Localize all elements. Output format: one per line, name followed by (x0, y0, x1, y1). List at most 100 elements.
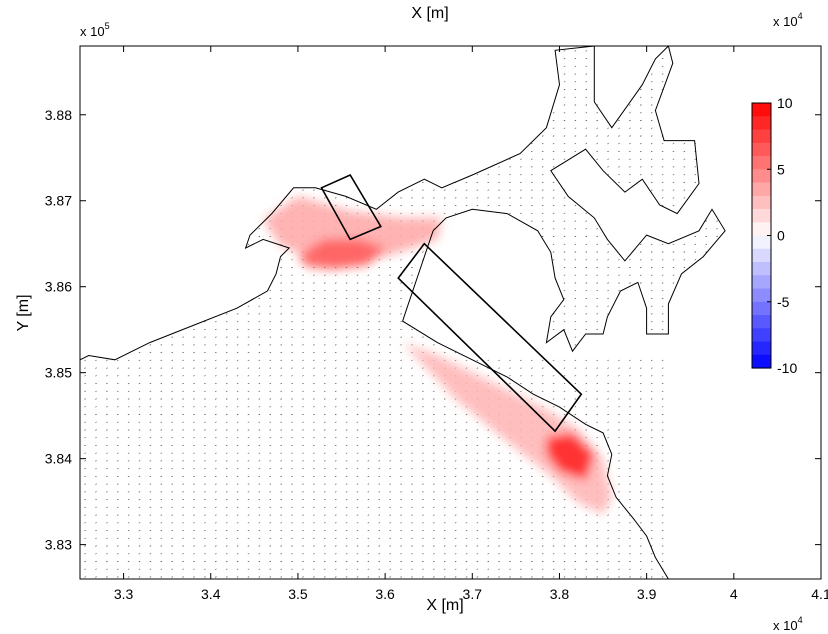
velocity-vector (323, 499, 326, 501)
velocity-vector (356, 413, 359, 416)
velocity-vector (313, 352, 315, 354)
velocity-vector (563, 104, 566, 106)
velocity-vector (236, 367, 239, 369)
velocity-vector (596, 568, 599, 570)
velocity-vector (498, 181, 500, 183)
velocity-vector (280, 313, 283, 315)
velocity-vector (225, 398, 228, 400)
velocity-vector (204, 413, 206, 416)
velocity-vector (334, 367, 337, 369)
velocity-vector (411, 537, 413, 539)
velocity-vector (541, 143, 544, 145)
velocity-vector (214, 553, 217, 555)
velocity-vector (552, 530, 555, 532)
velocity-vector (247, 560, 250, 563)
coastline-group (80, 46, 726, 579)
velocity-vector (411, 560, 413, 563)
velocity-vector (607, 537, 609, 539)
velocity-vector (171, 336, 174, 338)
velocity-vector (214, 328, 217, 330)
velocity-vector (247, 321, 250, 323)
velocity-vector (334, 413, 337, 416)
velocity-vector (618, 127, 620, 129)
velocity-vector (247, 537, 250, 539)
velocity-vector (116, 491, 119, 493)
velocity-vector (334, 390, 337, 392)
velocity-vector (182, 336, 184, 338)
velocity-vector (160, 383, 163, 385)
velocity-vector (443, 483, 446, 485)
velocity-vector (258, 483, 261, 485)
velocity-vector (411, 367, 413, 369)
velocity-vector (302, 452, 304, 454)
velocity-vector (465, 491, 468, 493)
velocity-vector (629, 460, 631, 462)
north-rectangle (320, 173, 382, 241)
velocity-vector (323, 390, 326, 392)
velocity-vector (400, 352, 402, 354)
velocity-vector (356, 499, 359, 501)
velocity-vector (247, 483, 250, 485)
velocity-vector (639, 560, 642, 563)
velocity-vector (574, 73, 577, 75)
velocity-vector (214, 537, 217, 539)
velocity-vector (84, 367, 86, 369)
velocity-vector (650, 375, 653, 377)
velocity-vector (302, 266, 304, 269)
velocity-vector (95, 475, 97, 477)
velocity-vector (378, 344, 381, 346)
velocity-vector (106, 421, 108, 423)
velocity-vector (236, 406, 239, 408)
velocity-vector (378, 483, 381, 485)
velocity-vector (530, 375, 533, 377)
velocity-vector (313, 290, 315, 292)
velocity-vector (160, 352, 163, 354)
velocity-vector (280, 266, 283, 269)
velocity-vector (509, 506, 511, 508)
velocity-vector (563, 522, 566, 524)
velocity-vector (378, 560, 381, 563)
velocity-vector (313, 560, 315, 563)
velocity-vector (618, 158, 620, 160)
velocity-vector (509, 189, 511, 191)
velocity-vector (574, 81, 577, 83)
velocity-vector (313, 197, 315, 199)
velocity-vector (596, 297, 599, 299)
velocity-vector (323, 530, 326, 532)
velocity-vector (432, 452, 435, 454)
velocity-vector (596, 383, 599, 385)
velocity-vector (138, 367, 141, 369)
velocity-vector (280, 274, 283, 276)
velocity-vector (345, 321, 348, 323)
velocity-vector (106, 460, 108, 462)
velocity-vector (552, 259, 555, 261)
velocity-vector (171, 375, 174, 377)
velocity-vector (661, 553, 664, 555)
velocity-vector (236, 475, 239, 477)
velocity-vector (313, 491, 315, 493)
velocity-vector (465, 537, 468, 539)
velocity-vector (138, 452, 141, 454)
velocity-vector (629, 375, 631, 377)
velocity-vector (149, 398, 152, 400)
velocity-vector (378, 514, 381, 516)
velocity-vector (149, 468, 152, 470)
velocity-vector (476, 460, 479, 462)
velocity-vector (629, 530, 631, 532)
velocity-vector (193, 452, 195, 454)
velocity-vector (193, 390, 195, 392)
velocity-vector (138, 460, 141, 462)
velocity-vector (356, 437, 359, 439)
velocity-vector (367, 297, 370, 299)
velocity-vector (411, 398, 413, 400)
velocity-vector (149, 491, 152, 493)
velocity-vector (552, 119, 555, 122)
velocity-vector (650, 174, 653, 176)
velocity-vector (378, 444, 381, 446)
velocity-vector (138, 359, 141, 361)
velocity-vector (411, 437, 413, 439)
velocity-vector (334, 483, 337, 485)
velocity-vector (672, 251, 675, 253)
velocity-vector (225, 352, 228, 354)
velocity-vector (302, 460, 304, 462)
